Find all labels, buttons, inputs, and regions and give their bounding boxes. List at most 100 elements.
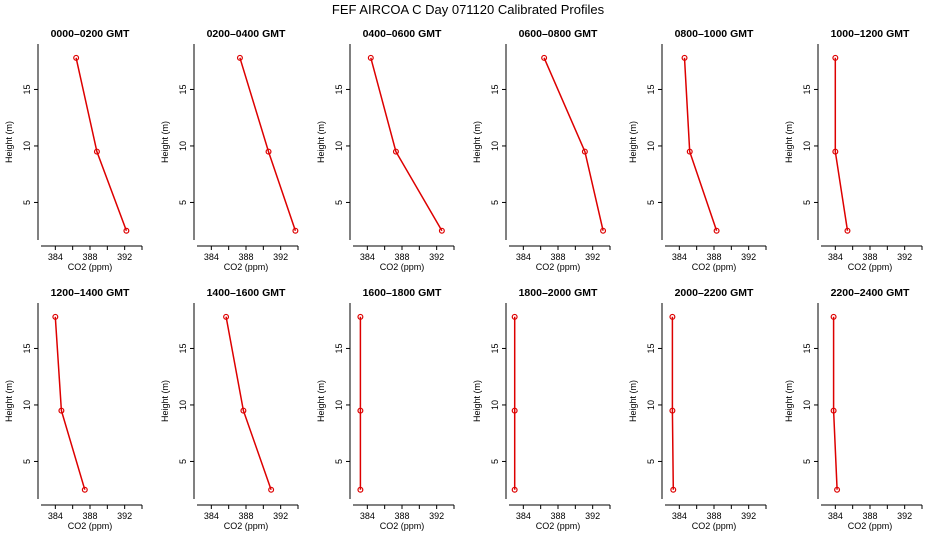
profile-line xyxy=(671,316,675,490)
x-tick-label: 384 xyxy=(516,252,531,262)
x-tick-label: 388 xyxy=(706,252,721,262)
profile-panel: 1800–2000 GMT 384 388 392 5 10 15 CO2 (ppm) Heig… xyxy=(472,287,611,531)
y-tick-label: 15 xyxy=(178,84,188,94)
panel-title: 2000–2200 GMT xyxy=(675,287,754,299)
y-tick-label: 15 xyxy=(802,84,812,94)
y-tick-label: 10 xyxy=(178,141,188,151)
profile-point xyxy=(123,227,130,234)
x-axis-label: CO2 (ppm) xyxy=(68,521,113,531)
y-tick-label: 5 xyxy=(490,459,500,464)
profile-line xyxy=(239,57,297,231)
panel-title: 1600–1800 GMT xyxy=(363,287,442,299)
y-tick-label: 5 xyxy=(22,200,32,205)
x-axis-label: CO2 (ppm) xyxy=(848,521,893,531)
panel-title: 1200–1400 GMT xyxy=(51,287,130,299)
profile-panel: 0600–0800 GMT 384 388 392 5 10 15 CO2 (ppm) Heig… xyxy=(472,28,611,272)
panel-title: 1800–2000 GMT xyxy=(519,287,598,299)
y-tick-label: 5 xyxy=(22,459,32,464)
y-tick-label: 15 xyxy=(490,84,500,94)
profile-panel: 1400–1600 GMT 384 388 392 5 10 15 CO2 (ppm) Heig… xyxy=(160,287,299,531)
x-tick-label: 388 xyxy=(862,511,877,521)
y-tick-label: 5 xyxy=(646,459,656,464)
profile-point xyxy=(511,407,518,414)
profile-point xyxy=(223,313,230,320)
profile-panel: 0000–0200 GMT 384 388 392 5 10 15 CO2 (ppm) Heig… xyxy=(4,28,143,272)
x-axis-label: CO2 (ppm) xyxy=(224,262,269,272)
profile-point xyxy=(832,148,839,155)
y-axis-label: Height (m) xyxy=(628,380,638,422)
x-tick-label: 392 xyxy=(117,511,132,521)
x-tick-label: 388 xyxy=(550,252,565,262)
y-tick-label: 10 xyxy=(490,141,500,151)
x-tick-label: 384 xyxy=(516,511,531,521)
x-axis-label: CO2 (ppm) xyxy=(536,521,581,531)
x-tick-label: 392 xyxy=(273,252,288,262)
profile-panel: 0800–1000 GMT 384 388 392 5 10 15 CO2 (ppm) Heig… xyxy=(628,28,767,272)
x-tick-label: 388 xyxy=(238,252,253,262)
x-tick-label: 384 xyxy=(204,252,219,262)
y-tick-label: 10 xyxy=(22,141,32,151)
profile-point xyxy=(367,54,374,61)
y-tick-label: 15 xyxy=(22,343,32,353)
y-axis-label: Height (m) xyxy=(472,380,482,422)
profile-point xyxy=(600,227,607,234)
x-tick-label: 388 xyxy=(394,252,409,262)
y-axis-label: Height (m) xyxy=(316,380,326,422)
x-tick-label: 392 xyxy=(585,511,600,521)
y-axis-label: Height (m) xyxy=(316,121,326,163)
x-tick-label: 384 xyxy=(828,511,843,521)
profile-point xyxy=(670,486,677,493)
x-axis-label: CO2 (ppm) xyxy=(692,262,737,272)
x-tick-label: 384 xyxy=(48,511,63,521)
x-tick-label: 384 xyxy=(48,252,63,262)
profile-point xyxy=(669,407,676,414)
x-tick-label: 384 xyxy=(672,252,687,262)
x-tick-label: 388 xyxy=(238,511,253,521)
profile-point xyxy=(357,313,364,320)
profile-point xyxy=(834,486,841,493)
profile-point xyxy=(669,313,676,320)
profile-point xyxy=(830,407,837,414)
x-tick-label: 388 xyxy=(550,511,565,521)
y-tick-label: 15 xyxy=(22,84,32,94)
y-tick-label: 10 xyxy=(646,400,656,410)
y-tick-label: 15 xyxy=(646,84,656,94)
y-tick-label: 5 xyxy=(646,200,656,205)
y-tick-label: 5 xyxy=(802,459,812,464)
profile-point xyxy=(265,148,272,155)
y-tick-label: 15 xyxy=(178,343,188,353)
profile-line xyxy=(54,316,86,490)
panel-title: 2200–2400 GMT xyxy=(831,287,910,299)
x-tick-label: 392 xyxy=(117,252,132,262)
x-tick-label: 384 xyxy=(672,511,687,521)
x-tick-label: 388 xyxy=(82,511,97,521)
x-tick-label: 388 xyxy=(862,252,877,262)
profile-point xyxy=(58,407,65,414)
panel-title: 0200–0400 GMT xyxy=(207,28,286,40)
y-tick-label: 10 xyxy=(490,400,500,410)
x-tick-label: 384 xyxy=(360,252,375,262)
profile-point xyxy=(581,148,588,155)
profile-point xyxy=(541,54,548,61)
panel-title: 0600–0800 GMT xyxy=(519,28,598,40)
profile-point xyxy=(686,148,693,155)
profile-point xyxy=(236,54,243,61)
x-axis-label: CO2 (ppm) xyxy=(692,521,737,531)
profile-line xyxy=(225,316,272,490)
profile-line xyxy=(543,57,604,231)
profile-point xyxy=(830,313,837,320)
profile-point xyxy=(52,313,59,320)
profile-panel: 0400–0600 GMT 384 388 392 5 10 15 CO2 (ppm) Heig… xyxy=(316,28,455,272)
y-tick-label: 15 xyxy=(334,84,344,94)
x-tick-label: 392 xyxy=(741,511,756,521)
panel-title: 0800–1000 GMT xyxy=(675,28,754,40)
profile-point xyxy=(292,227,299,234)
y-tick-label: 10 xyxy=(334,400,344,410)
y-tick-label: 10 xyxy=(802,141,812,151)
profile-line xyxy=(832,316,838,490)
profile-panel: 1000–1200 GMT 384 388 392 5 10 15 CO2 (ppm) Heig… xyxy=(784,28,923,272)
x-tick-label: 392 xyxy=(897,252,912,262)
profile-panel: 2200–2400 GMT 384 388 392 5 10 15 CO2 (ppm) Heig… xyxy=(784,287,923,531)
profile-panel: 1600–1800 GMT 384 388 392 5 10 15 CO2 (ppm) Heig… xyxy=(316,287,455,531)
y-tick-label: 5 xyxy=(490,200,500,205)
